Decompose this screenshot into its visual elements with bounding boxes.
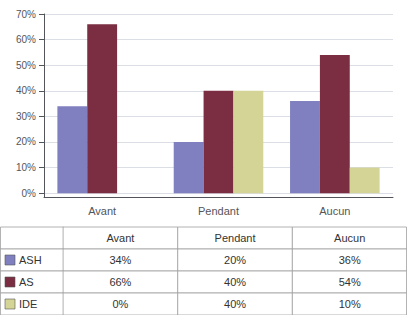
svg-text:34%: 34% — [109, 254, 131, 266]
svg-text:Avant: Avant — [106, 232, 134, 244]
svg-text:AS: AS — [19, 276, 34, 288]
svg-text:66%: 66% — [109, 276, 131, 288]
svg-text:Pendant: Pendant — [215, 232, 256, 244]
svg-text:70%: 70% — [16, 9, 36, 20]
svg-text:40%: 40% — [224, 276, 246, 288]
svg-text:10%: 10% — [339, 298, 361, 310]
svg-text:Aucun: Aucun — [319, 205, 350, 217]
svg-text:60%: 60% — [16, 34, 36, 45]
svg-text:20%: 20% — [16, 136, 36, 147]
svg-text:30%: 30% — [16, 111, 36, 122]
svg-text:ASH: ASH — [19, 254, 42, 266]
svg-text:54%: 54% — [339, 276, 361, 288]
svg-text:36%: 36% — [339, 254, 361, 266]
svg-text:40%: 40% — [16, 85, 36, 96]
svg-text:Pendant: Pendant — [198, 205, 239, 217]
svg-text:50%: 50% — [16, 60, 36, 71]
svg-text:0%: 0% — [22, 188, 37, 199]
svg-text:0%: 0% — [112, 298, 128, 310]
svg-text:Aucun: Aucun — [334, 232, 365, 244]
svg-text:10%: 10% — [16, 162, 36, 173]
svg-text:40%: 40% — [224, 298, 246, 310]
svg-text:IDE: IDE — [19, 298, 37, 310]
svg-text:20%: 20% — [224, 254, 246, 266]
svg-text:Avant: Avant — [88, 205, 116, 217]
